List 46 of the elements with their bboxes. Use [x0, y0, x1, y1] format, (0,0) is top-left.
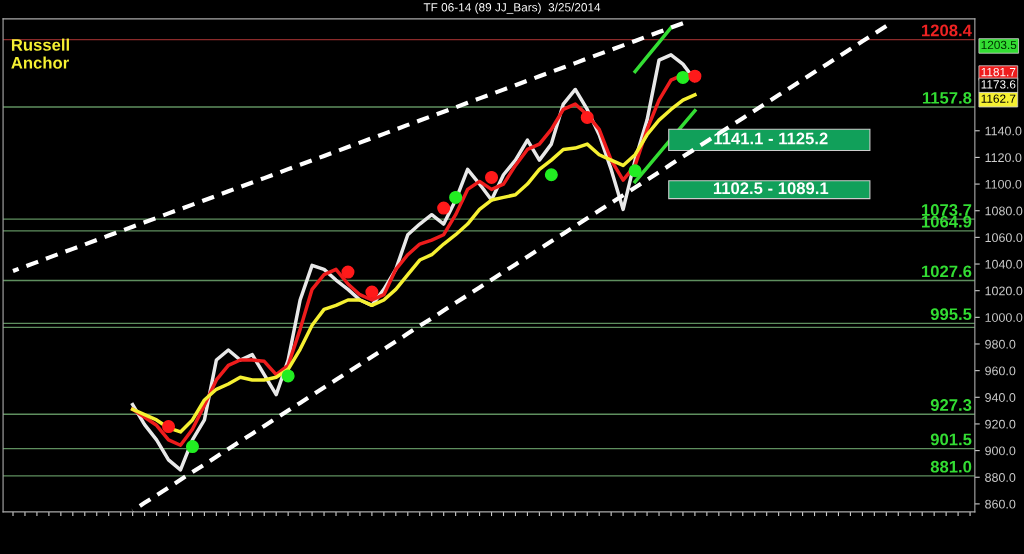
point	[162, 420, 176, 434]
line-series	[633, 25, 673, 74]
point	[485, 170, 499, 184]
ref-line-label: 1064.9	[922, 215, 972, 228]
point	[281, 369, 295, 383]
point	[341, 265, 355, 279]
y-tick-label: 1120.0	[985, 153, 1022, 163]
y-tick-label: 860.0	[985, 499, 1016, 509]
band-label: 1102.5 - 1089.1	[713, 182, 829, 195]
ref-line-label: 995.5	[930, 308, 972, 321]
point	[365, 285, 379, 299]
y-tick-label: 900.0	[985, 446, 1016, 456]
band-label: 1141.1 - 1125.2	[714, 132, 828, 145]
y-tick-label: 940.0	[985, 393, 1016, 402]
point	[437, 201, 451, 215]
y-tick-label: 880.0	[985, 473, 1016, 482]
y-tick-label: 1060.0	[985, 233, 1023, 243]
point	[580, 110, 594, 124]
text: 1181.7	[981, 67, 1016, 77]
point	[688, 69, 702, 83]
ref-line-label: 1208.4	[922, 24, 972, 37]
point	[544, 168, 558, 182]
annotation: Russell Anchor	[11, 38, 69, 69]
y-tick-label: 1040.0	[985, 259, 1023, 269]
ref-line-label: 1157.8	[922, 91, 972, 104]
ref-line-label: 1073.7	[922, 204, 972, 216]
y-tick-label: 980.0	[985, 339, 1016, 349]
point	[628, 164, 642, 178]
ref-line-label: 1027.6	[922, 265, 972, 278]
y-tick-label: 1000.0	[985, 313, 1023, 322]
point	[676, 70, 690, 84]
y-tick-label: 1080.0	[985, 206, 1023, 216]
y-tick-label: 960.0	[985, 366, 1016, 376]
chart-title: TF 06-14 (89 JJ_Bars) 3/25/2014	[423, 2, 601, 14]
point	[185, 440, 199, 454]
y-tick-label: 1140.0	[985, 126, 1022, 136]
y-tick-label: 1020.0	[985, 286, 1023, 296]
point	[449, 190, 463, 204]
text: 1203.5	[981, 40, 1017, 50]
ref-line-label: 927.3	[930, 399, 972, 411]
y-tick-label: 920.0	[985, 419, 1016, 429]
y-tick-label: 1100.0	[985, 179, 1022, 189]
ref-line-label: 901.5	[930, 433, 972, 446]
text: 1173.6	[981, 80, 1016, 89]
ref-line-label: 881.0	[930, 460, 972, 473]
text: 1162.7	[981, 94, 1016, 103]
